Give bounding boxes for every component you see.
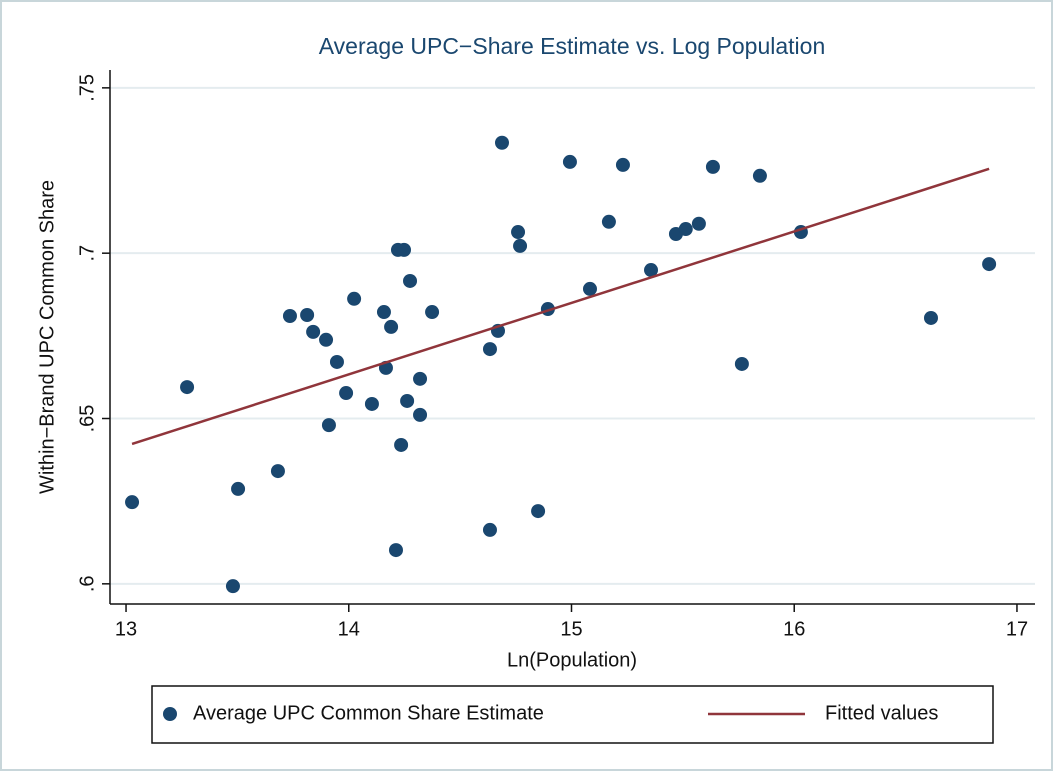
point xyxy=(982,257,997,272)
point xyxy=(678,222,693,237)
point xyxy=(394,437,409,452)
point xyxy=(347,291,362,306)
fit-line xyxy=(131,167,990,446)
legend-label: Fitted values xyxy=(825,702,938,724)
point xyxy=(329,354,344,369)
point xyxy=(400,393,415,408)
point xyxy=(231,481,246,496)
point xyxy=(282,309,297,324)
point xyxy=(615,157,630,172)
point xyxy=(513,238,528,253)
point xyxy=(270,464,285,479)
legend-box xyxy=(151,685,994,744)
point xyxy=(582,281,597,296)
point xyxy=(923,310,938,325)
point xyxy=(495,135,510,150)
point xyxy=(482,522,497,537)
point xyxy=(388,543,403,558)
point xyxy=(413,371,428,386)
point xyxy=(321,418,336,433)
point xyxy=(482,342,497,357)
point xyxy=(531,504,546,519)
point xyxy=(413,407,428,422)
point xyxy=(339,386,354,401)
x-tick-label: 15 xyxy=(560,618,582,640)
point xyxy=(376,305,391,320)
point xyxy=(644,263,659,278)
point xyxy=(425,305,440,320)
point xyxy=(562,154,577,169)
y-tick-label: .7 xyxy=(76,245,98,262)
legend-label: Average UPC Common Share Estimate xyxy=(193,702,544,724)
point xyxy=(364,396,379,411)
point xyxy=(384,319,399,334)
point xyxy=(225,579,240,594)
point xyxy=(397,242,412,257)
x-tick-label: 13 xyxy=(115,618,137,640)
point xyxy=(125,495,140,510)
x-tick-label: 16 xyxy=(783,618,805,640)
x-axis-title: Ln(Population) xyxy=(507,649,637,671)
point xyxy=(734,356,749,371)
point xyxy=(300,308,315,323)
y-tick-label: .65 xyxy=(76,405,98,433)
y-tick-label: .75 xyxy=(76,74,98,102)
point xyxy=(752,168,767,183)
legend-swatch xyxy=(163,707,177,721)
x-tick-label: 14 xyxy=(338,618,360,640)
point xyxy=(511,225,526,240)
chart-title: Average UPC−Share Estimate vs. Log Popul… xyxy=(319,33,826,59)
point xyxy=(180,380,195,395)
point xyxy=(601,214,616,229)
point xyxy=(691,216,706,231)
point xyxy=(319,332,334,347)
point xyxy=(403,273,418,288)
y-axis-title: Within−Brand UPC Common Share xyxy=(36,180,58,494)
x-tick-label: 17 xyxy=(1006,618,1028,640)
y-tick-label: .6 xyxy=(76,575,98,592)
point xyxy=(705,159,720,174)
point xyxy=(306,324,321,339)
